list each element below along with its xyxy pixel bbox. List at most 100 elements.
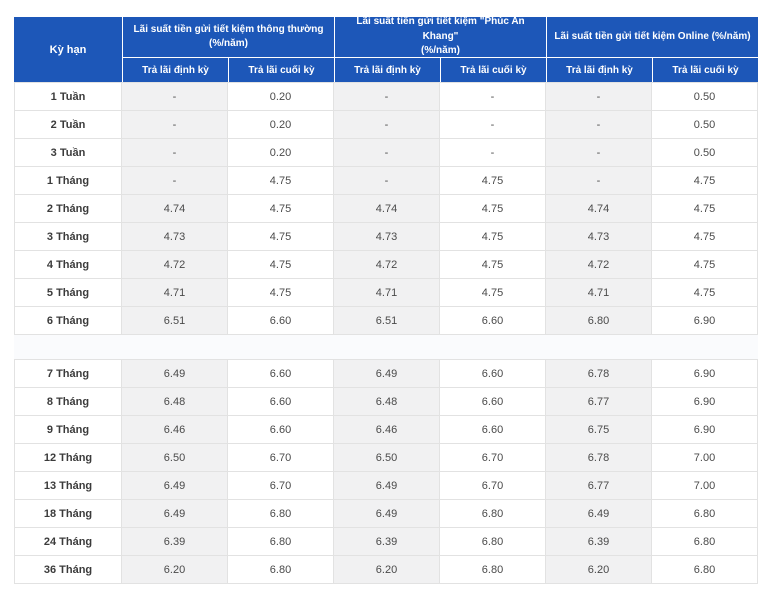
table-row: 6 Tháng 6.51 6.60 6.51 6.60 6.80 6.90 (15, 307, 758, 335)
rate-cell: 4.75 (228, 195, 334, 223)
group-header-standard: Lãi suất tiền gửi tiết kiệm thông thường… (123, 17, 334, 57)
rate-cell: - (546, 83, 652, 111)
term-cell: 3 Tuần (15, 139, 122, 167)
rate-cell: 4.75 (440, 279, 546, 307)
term-cell: 1 Tuần (15, 83, 122, 111)
rate-cell: 0.50 (652, 139, 758, 167)
table-row: 12 Tháng 6.50 6.70 6.50 6.70 6.78 7.00 (15, 444, 758, 472)
table-row: 18 Tháng 6.49 6.80 6.49 6.80 6.49 6.80 (15, 500, 758, 528)
table-row: 36 Tháng 6.20 6.80 6.20 6.80 6.20 6.80 (15, 556, 758, 584)
rate-cell: - (334, 167, 440, 195)
group-header-standard-line2: (%/năm) (209, 38, 248, 49)
rate-cell: 6.39 (546, 528, 652, 556)
rate-cell: 6.50 (334, 444, 440, 472)
rate-cell: 6.60 (228, 307, 334, 335)
rate-cell: 4.75 (228, 251, 334, 279)
section-divider (14, 335, 758, 359)
rate-cell: 4.75 (652, 167, 758, 195)
table-row: 2 Tháng 4.74 4.75 4.74 4.75 4.74 4.75 (15, 195, 758, 223)
rate-cell: 4.75 (440, 167, 546, 195)
rate-cell: 4.73 (122, 223, 228, 251)
group-header-standard-line1: Lãi suất tiền gửi tiết kiệm thông thường (133, 23, 324, 35)
rate-cell: 6.60 (440, 416, 546, 444)
term-cell: 4 Tháng (15, 251, 122, 279)
rate-cell: 6.80 (228, 500, 334, 528)
table-section-short-terms: 1 Tuần -0.20- - -0.50 2 Tuần -0.20- - -0.50 3 Tu… (14, 82, 758, 335)
rate-cell: 6.80 (440, 556, 546, 584)
rate-cell: 6.80 (440, 500, 546, 528)
term-cell: 36 Tháng (15, 556, 122, 584)
subheader-standard-periodic: Trả lãi định kỳ (123, 58, 228, 82)
rate-cell: 6.80 (652, 556, 758, 584)
rate-cell: 4.71 (334, 279, 440, 307)
rate-cell: 6.78 (546, 360, 652, 388)
subheader-online-end: Trả lãi cuối kỳ (653, 58, 758, 82)
group-header-phuc-an-khang-line2: (%/năm) (421, 45, 460, 57)
term-cell: 5 Tháng (15, 279, 122, 307)
rate-cell: 6.60 (228, 360, 334, 388)
rate-cell: 6.48 (334, 388, 440, 416)
term-cell: 12 Tháng (15, 444, 122, 472)
rate-cell: 6.90 (652, 360, 758, 388)
rate-cell: 4.75 (652, 251, 758, 279)
term-cell: 1 Tháng (15, 167, 122, 195)
rate-cell: 6.51 (334, 307, 440, 335)
table-row: 8 Tháng 6.48 6.60 6.48 6.60 6.77 6.90 (15, 388, 758, 416)
rate-cell: 0.20 (228, 111, 334, 139)
rate-cell: 6.49 (334, 472, 440, 500)
rate-cell: 6.60 (440, 307, 546, 335)
rate-cell: 4.73 (334, 223, 440, 251)
rate-cell: 6.77 (546, 472, 652, 500)
rate-cell: 4.71 (122, 279, 228, 307)
table-row: 4 Tháng 4.72 4.75 4.72 4.75 4.72 4.75 (15, 251, 758, 279)
rate-cell: 4.75 (440, 195, 546, 223)
table-row: 3 Tuần -0.20- - -0.50 (15, 139, 758, 167)
rate-cell: 6.51 (122, 307, 228, 335)
table-row: 7 Tháng 6.49 6.60 6.49 6.60 6.78 6.90 (15, 360, 758, 388)
rate-cell: 6.50 (122, 444, 228, 472)
rate-cell: 7.00 (652, 472, 758, 500)
term-cell: 18 Tháng (15, 500, 122, 528)
rate-cell: 4.73 (546, 223, 652, 251)
term-cell: 24 Tháng (15, 528, 122, 556)
rate-cell: 6.20 (122, 556, 228, 584)
rate-cell: 6.49 (334, 500, 440, 528)
term-column-header: Kỳ hạn (14, 17, 122, 82)
rate-cell: 4.75 (228, 279, 334, 307)
rate-cell: - (440, 83, 546, 111)
rate-cell: - (440, 139, 546, 167)
table-row: 1 Tuần -0.20- - -0.50 (15, 83, 758, 111)
rate-cell: 4.75 (440, 251, 546, 279)
rate-cell: 4.74 (334, 195, 440, 223)
rate-cell: 6.48 (122, 388, 228, 416)
term-cell: 6 Tháng (15, 307, 122, 335)
rate-cell: 6.20 (334, 556, 440, 584)
rate-cell: 6.70 (440, 444, 546, 472)
rate-cell: 6.90 (652, 416, 758, 444)
rate-cell: 6.46 (334, 416, 440, 444)
rate-cell: 4.75 (652, 223, 758, 251)
subheader-online-periodic: Trả lãi định kỳ (547, 58, 652, 82)
group-header-online-line1: Lãi suất tiền gửi tiết kiệm Online (%/nă… (554, 30, 751, 42)
term-cell: 2 Tuần (15, 111, 122, 139)
rate-cell: 4.71 (546, 279, 652, 307)
table-row: 9 Tháng 6.46 6.60 6.46 6.60 6.75 6.90 (15, 416, 758, 444)
rate-cell: - (122, 111, 228, 139)
rate-cell: 6.78 (546, 444, 652, 472)
rate-cell: 6.49 (334, 360, 440, 388)
rate-cell: 6.77 (546, 388, 652, 416)
rate-cell: - (334, 83, 440, 111)
rate-cell: - (334, 111, 440, 139)
table-header: Kỳ hạn Lãi suất tiền gửi tiết kiệm thông… (14, 16, 758, 82)
rate-cell: 0.50 (652, 83, 758, 111)
rate-cell: 4.72 (334, 251, 440, 279)
rate-cell: 6.60 (228, 388, 334, 416)
rate-cell: 6.39 (122, 528, 228, 556)
rate-cell: 4.72 (546, 251, 652, 279)
rate-cell: 6.90 (652, 388, 758, 416)
rate-cell: 4.74 (546, 195, 652, 223)
rate-cell: 6.49 (122, 500, 228, 528)
rate-cell: 6.49 (122, 360, 228, 388)
term-cell: 3 Tháng (15, 223, 122, 251)
rate-cell: 4.72 (122, 251, 228, 279)
